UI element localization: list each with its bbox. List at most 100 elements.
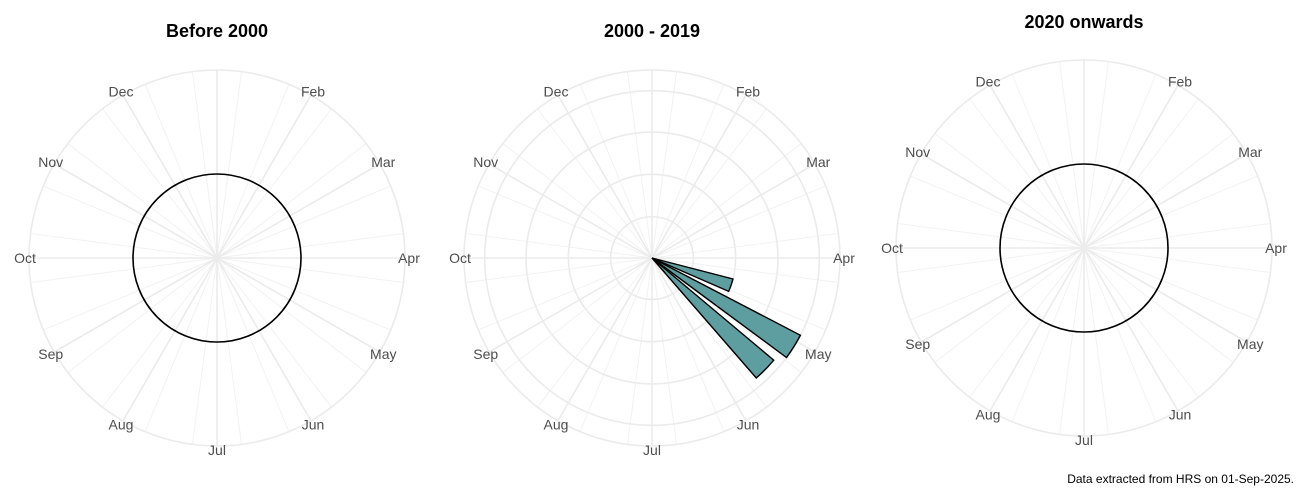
month-tick-label: Mar bbox=[1238, 144, 1262, 160]
month-tick-label: Feb bbox=[736, 84, 760, 100]
polar-panel-2: 2000 - 2019 Feb Mar Apr May Jun Jul Aug Sep Oct No… bbox=[449, 21, 855, 458]
grid-spoke-minor bbox=[216, 143, 367, 259]
grid-spoke-minor bbox=[934, 133, 1085, 249]
grid-spoke-minor bbox=[651, 257, 767, 408]
grid-spoke-minor bbox=[465, 232, 653, 259]
month-tick-label: Nov bbox=[38, 154, 63, 170]
grid-spoke-minor bbox=[502, 257, 653, 373]
grid-spoke-minor bbox=[1083, 247, 1271, 274]
grid-spoke-minor bbox=[1011, 247, 1085, 422]
grid-spoke-minor bbox=[216, 84, 290, 259]
grid-spoke-minor bbox=[626, 71, 653, 259]
grid-spoke-minor bbox=[216, 108, 332, 259]
grid-spoke-minor bbox=[1083, 61, 1110, 249]
chart-bar bbox=[651, 257, 802, 359]
grid-spoke-minor bbox=[537, 257, 653, 408]
grid-spoke bbox=[920, 247, 1085, 343]
grid-spoke bbox=[216, 257, 381, 353]
grid-spoke bbox=[216, 257, 312, 422]
grid-spoke-minor bbox=[1011, 74, 1085, 249]
panel-title: 2000 - 2019 bbox=[604, 21, 700, 41]
grid-spoke bbox=[488, 163, 653, 259]
grid-spoke-minor bbox=[897, 247, 1085, 274]
month-tick-label: Aug bbox=[976, 406, 1001, 422]
grid-spoke-minor bbox=[651, 257, 839, 284]
month-tick-label: Mar bbox=[371, 154, 395, 170]
grid-spoke-minor bbox=[651, 84, 725, 259]
grid-spoke-minor bbox=[1058, 61, 1085, 249]
grid-spoke bbox=[216, 163, 381, 259]
grid-spoke-minor bbox=[910, 175, 1085, 249]
month-tick-label: Jul bbox=[208, 442, 226, 458]
grid-spoke-minor bbox=[651, 257, 725, 432]
grid-ring-outer bbox=[463, 69, 841, 447]
grid-spoke bbox=[1083, 84, 1179, 249]
grid-spoke-minor bbox=[651, 108, 767, 259]
month-tick-label: May bbox=[1237, 336, 1263, 352]
month-tick-label: Apr bbox=[398, 250, 420, 266]
grid-spoke-minor bbox=[216, 71, 243, 259]
month-tick-label: Aug bbox=[544, 416, 569, 432]
grid-spoke-minor bbox=[1058, 247, 1085, 435]
month-tick-label: Feb bbox=[1168, 74, 1192, 90]
grid-spoke-minor bbox=[651, 232, 839, 259]
grid-spoke-minor bbox=[216, 257, 332, 408]
month-tick-label: Jun bbox=[1169, 406, 1192, 422]
chart-bar bbox=[651, 257, 734, 293]
grid-spoke-minor bbox=[969, 98, 1085, 249]
grid-spoke bbox=[216, 94, 312, 259]
grid-spoke-minor bbox=[144, 257, 218, 432]
panel-title: Before 2000 bbox=[166, 21, 268, 41]
grid-spoke bbox=[651, 257, 747, 422]
grid-spoke-minor bbox=[579, 257, 653, 432]
month-tick-label: Dec bbox=[544, 84, 569, 100]
grid-spoke-minor bbox=[1083, 133, 1234, 249]
grid-spoke-minor bbox=[102, 108, 218, 259]
grid-spoke-minor bbox=[1083, 175, 1258, 249]
month-tick-label: Feb bbox=[301, 84, 325, 100]
grid-spoke-minor bbox=[1083, 247, 1234, 363]
grid-spoke bbox=[920, 153, 1085, 249]
month-tick-label: Sep bbox=[473, 346, 498, 362]
grid-spoke bbox=[989, 247, 1085, 412]
month-tick-label: Oct bbox=[14, 250, 36, 266]
month-tick-label: May bbox=[805, 346, 831, 362]
month-tick-label: Jun bbox=[737, 416, 760, 432]
grid-spoke-minor bbox=[537, 108, 653, 259]
panel-title: 2020 onwards bbox=[1024, 12, 1143, 32]
grid-ring-outer bbox=[28, 69, 406, 447]
grid-spoke-minor bbox=[102, 257, 218, 408]
month-tick-label: Oct bbox=[881, 240, 903, 256]
empty-data-ring bbox=[132, 173, 302, 343]
month-tick-label: Dec bbox=[109, 84, 134, 100]
grid-spoke-minor bbox=[216, 257, 391, 331]
month-tick-label: Nov bbox=[905, 144, 930, 160]
grid-spoke-minor bbox=[969, 247, 1085, 398]
grid-spoke-minor bbox=[67, 257, 218, 373]
grid-spoke-minor bbox=[67, 143, 218, 259]
grid-spoke bbox=[488, 257, 653, 353]
month-tick-label: Apr bbox=[833, 250, 855, 266]
grid-spoke bbox=[1083, 247, 1179, 412]
grid-spoke-minor bbox=[626, 257, 653, 445]
month-tick-label: Jun bbox=[302, 416, 325, 432]
month-tick-label: Sep bbox=[905, 336, 930, 352]
grid-spoke-minor bbox=[216, 257, 243, 445]
grid-spoke bbox=[557, 257, 653, 422]
grid-spoke-minor bbox=[934, 247, 1085, 363]
grid-spoke-minor bbox=[651, 143, 802, 259]
grid-spoke-minor bbox=[478, 185, 653, 259]
grid-spoke-minor bbox=[897, 222, 1085, 249]
grid-spoke-minor bbox=[1083, 247, 1110, 435]
grid-spoke bbox=[1083, 247, 1248, 343]
data-source-caption: Data extracted from HRS on 01-Sep-2025. bbox=[1067, 472, 1294, 486]
month-tick-label: Jul bbox=[643, 442, 661, 458]
grid-spoke bbox=[53, 163, 218, 259]
grid-spoke-minor bbox=[1083, 98, 1199, 249]
grid-spoke-minor bbox=[1083, 74, 1157, 249]
grid-spoke-minor bbox=[1083, 222, 1271, 249]
month-tick-label: Sep bbox=[38, 346, 63, 362]
grid-spoke-minor bbox=[502, 143, 653, 259]
grid-spoke-minor bbox=[1083, 247, 1258, 321]
grid-spoke bbox=[651, 94, 747, 259]
